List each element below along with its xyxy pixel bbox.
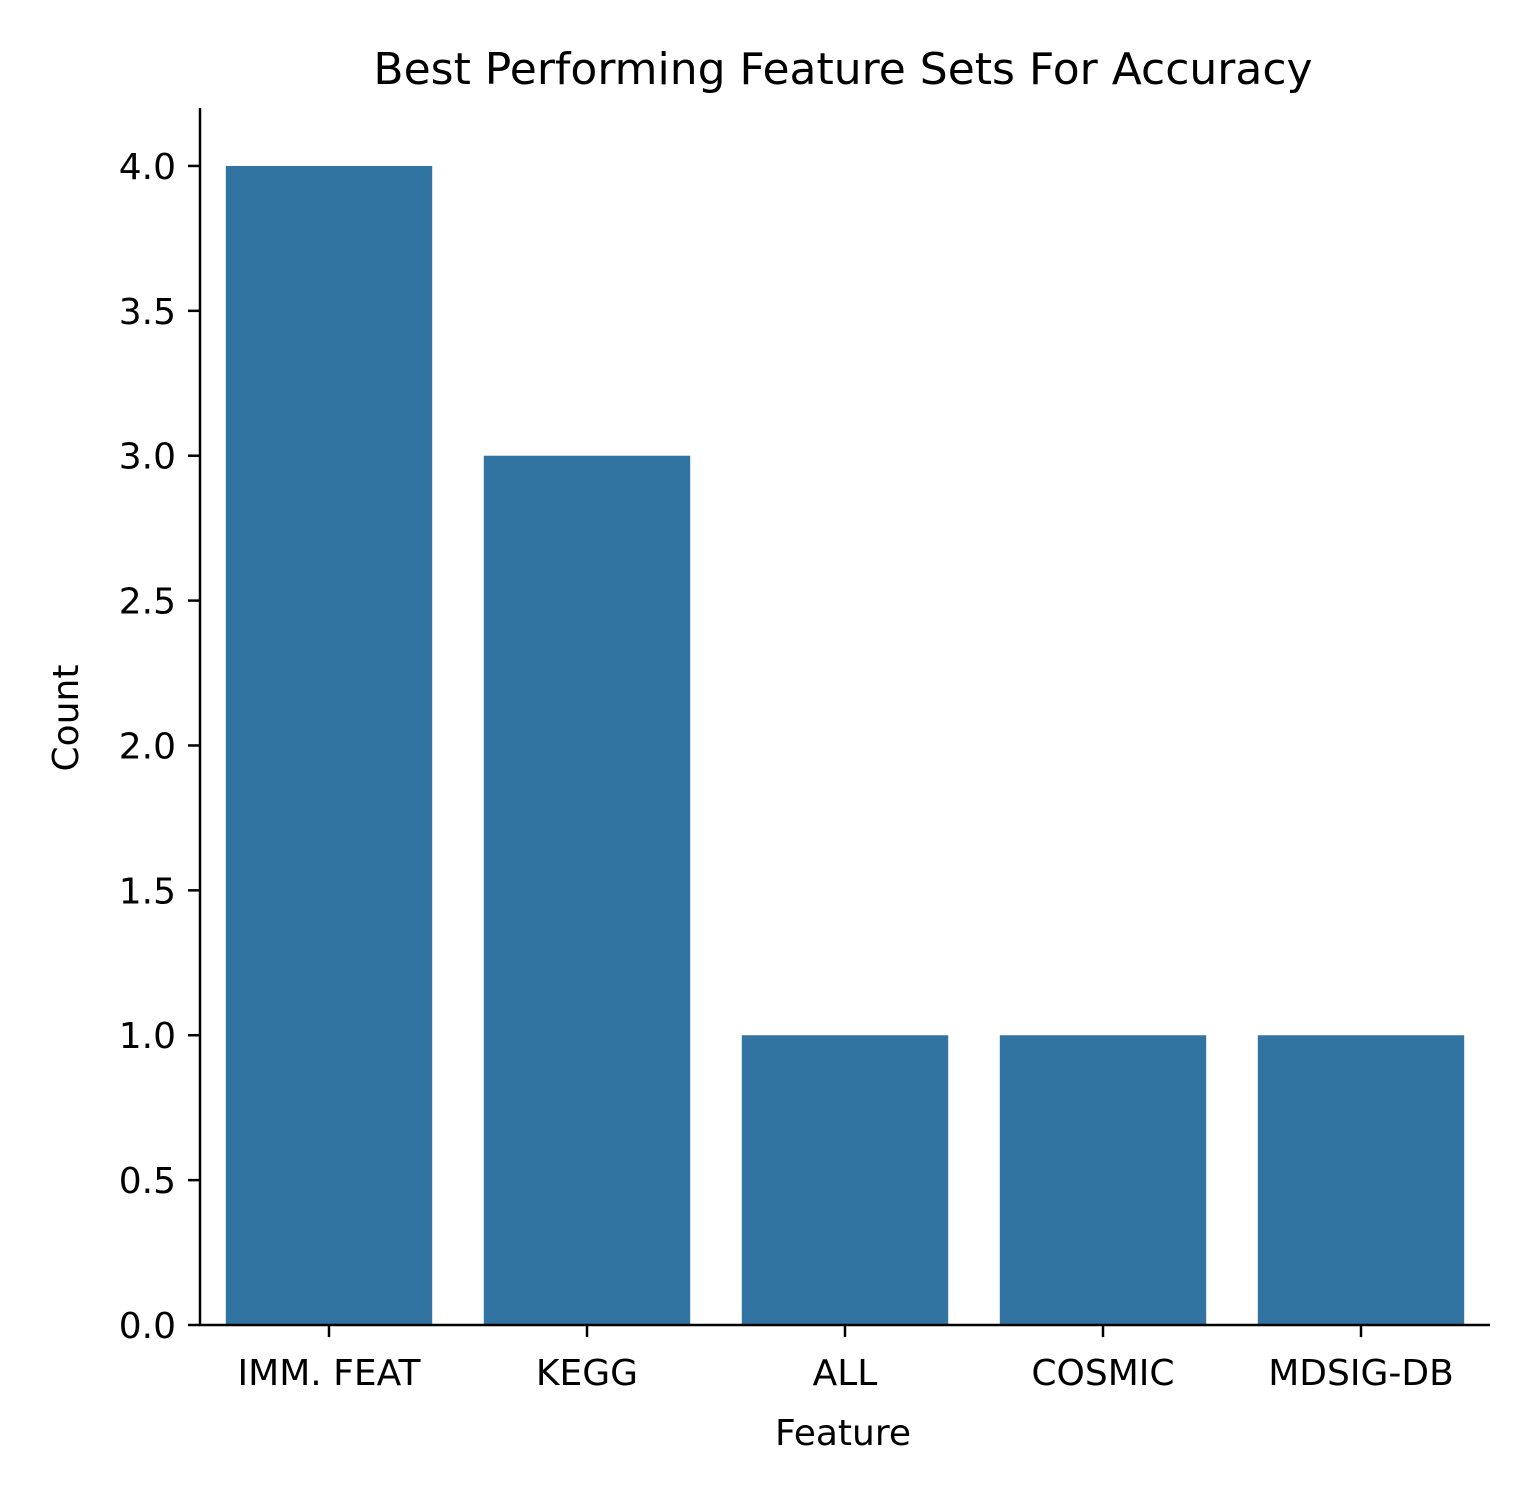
y-tick-label: 3.5 — [119, 292, 176, 333]
bar-all — [741, 1035, 949, 1325]
y-tick-label: 2.0 — [119, 726, 176, 767]
y-axis-ticks: 0.0 0.5 1.0 1.5 2.0 2.5 3.0 3.5 4.0 — [119, 147, 200, 1347]
bar-cosmic — [999, 1035, 1207, 1325]
x-axis-ticks: IMM. FEAT KEGG ALL COSMIC MDSIG-DB — [238, 1325, 1454, 1394]
bar-mdsig-db — [1257, 1035, 1465, 1325]
x-tick-label: MDSIG-DB — [1268, 1353, 1454, 1394]
bar-imm-feat — [225, 165, 433, 1325]
y-tick-label: 3.0 — [119, 437, 176, 478]
y-tick-label: 0.5 — [119, 1161, 176, 1202]
y-tick-label: 1.5 — [119, 871, 176, 912]
y-axis-label: Count — [46, 665, 87, 772]
x-tick-label: COSMIC — [1031, 1353, 1174, 1394]
chart-title: Best Performing Feature Sets For Accurac… — [373, 44, 1312, 95]
y-tick-label: 0.0 — [119, 1306, 176, 1347]
x-axis-label: Feature — [775, 1413, 911, 1454]
bars-layer — [225, 165, 1465, 1325]
bar-kegg — [483, 455, 691, 1325]
x-tick-label: ALL — [813, 1353, 878, 1394]
x-tick-label: KEGG — [536, 1353, 638, 1394]
x-tick-label: IMM. FEAT — [238, 1353, 422, 1394]
y-tick-label: 2.5 — [119, 582, 176, 623]
y-tick-label: 4.0 — [119, 147, 176, 188]
y-tick-label: 1.0 — [119, 1016, 176, 1057]
